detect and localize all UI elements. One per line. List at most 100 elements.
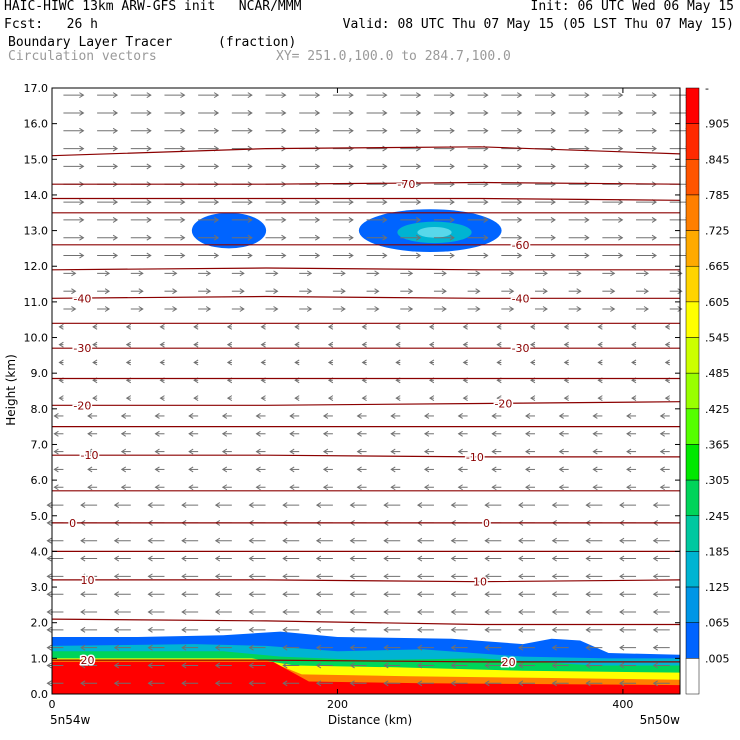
vector-arrow-head bbox=[273, 288, 279, 295]
vector-arrow-head bbox=[450, 680, 456, 687]
vector-arrow-head bbox=[314, 163, 321, 170]
vector-arrow-head bbox=[415, 216, 422, 223]
vector-arrow-head bbox=[383, 573, 389, 580]
x-end-label: 5n50w bbox=[640, 713, 681, 727]
vector-arrow-head bbox=[79, 127, 85, 134]
vector-arrow-head bbox=[247, 92, 253, 99]
vector-arrow-head bbox=[592, 430, 598, 437]
y-tick-label: 1.0 bbox=[31, 652, 49, 665]
vector-arrow-head bbox=[643, 288, 649, 295]
vector-arrow-head bbox=[180, 127, 186, 134]
vector-arrow-head bbox=[449, 163, 455, 170]
contour-label: -60 bbox=[512, 239, 530, 252]
vector-arrow-head bbox=[484, 573, 490, 580]
vector-arrow-head bbox=[282, 573, 288, 580]
vector-arrow-head bbox=[113, 644, 120, 651]
vector-arrow-head bbox=[71, 288, 77, 295]
vector-arrow-head bbox=[475, 306, 481, 312]
vector-arrow-head bbox=[651, 234, 657, 241]
vector-arrow-head bbox=[558, 448, 564, 455]
vector-arrow-head bbox=[247, 199, 253, 205]
y-tick-label: 3.0 bbox=[31, 581, 49, 594]
vector-arrow-head bbox=[248, 502, 254, 508]
colorbar-label: .725 bbox=[705, 225, 730, 238]
vector-arrow-head bbox=[180, 199, 186, 205]
contour-label: -70 bbox=[397, 178, 415, 191]
x-tick-label: 200 bbox=[327, 698, 348, 711]
vector-arrow-head bbox=[450, 573, 456, 580]
vector-arrow-head bbox=[248, 591, 254, 598]
vector-arrow-head bbox=[584, 127, 590, 134]
vector-arrow-head bbox=[390, 413, 396, 419]
vector-arrow-head bbox=[356, 413, 362, 419]
vector-arrow-head bbox=[112, 127, 119, 134]
colorbar-swatch bbox=[685, 515, 700, 552]
vector-arrow-head bbox=[383, 537, 389, 544]
vector-arrow-head bbox=[449, 216, 455, 223]
colorbar-label: .605 bbox=[705, 296, 730, 309]
vector-arrow-head bbox=[112, 199, 119, 205]
vector-arrow-head bbox=[247, 216, 253, 223]
vector-arrow-head bbox=[651, 216, 657, 223]
vector-arrow-head bbox=[104, 270, 111, 277]
vector-arrow-head bbox=[80, 502, 86, 508]
vector-arrow-head bbox=[226, 341, 233, 348]
vector-arrow-head bbox=[349, 502, 355, 508]
vector-arrow-head bbox=[484, 662, 490, 669]
vector-arrow-head bbox=[104, 306, 111, 312]
vector-arrow-head bbox=[113, 591, 120, 598]
vector-arrow-head bbox=[416, 609, 423, 615]
vector-arrow-head bbox=[619, 502, 625, 508]
colorbar-label: .485 bbox=[705, 367, 730, 380]
vector-arrow-head bbox=[484, 644, 490, 651]
y-tick-label: 12.0 bbox=[24, 260, 49, 273]
xy-label: XY= 251.0,100.0 to 284.7,100.0 bbox=[276, 49, 511, 64]
vector-arrow-head bbox=[416, 626, 423, 633]
vector-arrow-head bbox=[619, 626, 625, 633]
vector-arrow-head bbox=[491, 413, 497, 419]
vector-arrow-head bbox=[58, 341, 64, 348]
vector-arrow-head bbox=[314, 234, 321, 241]
vector-arrow-head bbox=[563, 359, 569, 366]
vector-arrow-head bbox=[181, 680, 187, 687]
vector-arrow-head bbox=[159, 323, 165, 330]
vector-arrow-head bbox=[349, 573, 355, 580]
vector-arrow-head bbox=[314, 110, 321, 116]
vector-arrow-head bbox=[558, 430, 564, 437]
vector-arrow-head bbox=[423, 466, 430, 473]
vector-arrow-head bbox=[576, 288, 582, 295]
vector-arrow-head bbox=[282, 502, 288, 508]
vector-arrow-head bbox=[112, 234, 119, 241]
vector-arrow-head bbox=[450, 644, 456, 651]
vector-arrow-head bbox=[618, 199, 624, 205]
vector-arrow-head bbox=[322, 484, 329, 491]
vector-arrow-head bbox=[518, 662, 524, 669]
y-tick-label: 7.0 bbox=[31, 438, 49, 451]
vector-arrow-head bbox=[348, 92, 354, 99]
plot-frame bbox=[51, 87, 681, 695]
vector-arrow-head bbox=[294, 359, 300, 366]
vector-arrow-head bbox=[180, 92, 186, 99]
contour-label: -20 bbox=[73, 399, 91, 412]
vector-arrow-head bbox=[260, 323, 266, 330]
vector-arrow-head bbox=[450, 662, 456, 669]
vector-arrow-head bbox=[315, 502, 322, 508]
vector-arrow-head bbox=[652, 644, 658, 651]
vector-arrow-head bbox=[651, 252, 657, 259]
contour-line bbox=[51, 618, 680, 626]
vector-arrow-head bbox=[457, 448, 463, 455]
vector-arrow-head bbox=[53, 448, 59, 455]
vector-arrow-head bbox=[348, 127, 354, 134]
colorbar-label: .665 bbox=[705, 260, 730, 273]
vector-arrow-head bbox=[125, 359, 132, 366]
vector-arrow-head bbox=[374, 270, 380, 277]
vector-arrow-head bbox=[450, 502, 456, 508]
vector-arrow-head bbox=[247, 110, 253, 116]
vector-arrow-head bbox=[289, 466, 295, 473]
vector-arrow-head bbox=[80, 537, 86, 544]
vector-arrow-head bbox=[551, 502, 557, 508]
vector-arrow-head bbox=[631, 359, 637, 366]
vector-arrow-head bbox=[585, 609, 591, 615]
vector-arrow-head bbox=[618, 127, 624, 134]
vector-arrow-head bbox=[282, 591, 288, 598]
